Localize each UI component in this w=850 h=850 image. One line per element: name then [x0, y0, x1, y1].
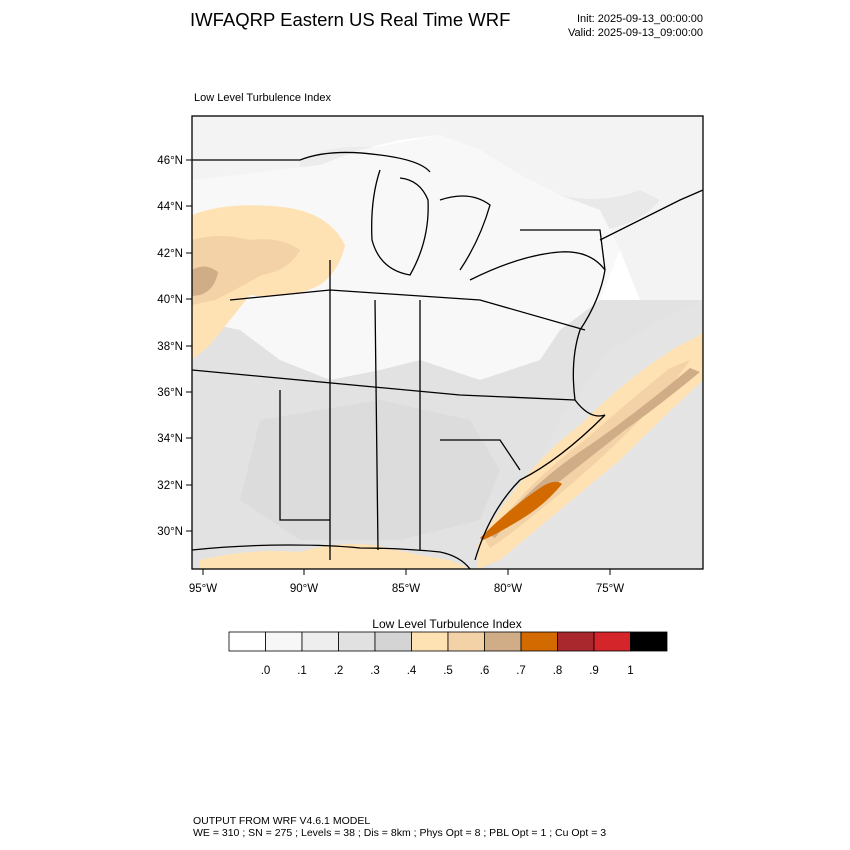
field-midwest-high [192, 266, 218, 296]
colorbar-label: .8 [553, 665, 563, 677]
field-midwest-mid [192, 236, 300, 305]
lake-michigan-coast [371, 169, 429, 276]
colorbar-label: .2 [334, 665, 344, 677]
state-line-36 [192, 369, 576, 401]
footer: OUTPUT FROM WRF V4.6.1 MODEL WE = 310 ; … [193, 815, 606, 839]
lon-label: 80°W [494, 583, 522, 595]
ny-border [520, 229, 606, 271]
field-interior [192, 135, 620, 380]
lat-label: 46°N [157, 155, 183, 167]
colorbar-label: .9 [589, 665, 599, 677]
lat-label: 34°N [157, 433, 183, 445]
colorbar-box [520, 631, 558, 652]
state-line-39 [229, 289, 586, 331]
state-line-south [440, 439, 521, 471]
boundaries [192, 151, 703, 569]
time-info: Init: 2025-09-13_00:00:00 Valid: 2025-09… [520, 12, 703, 40]
colorbar-label: .1 [297, 665, 307, 677]
lon-label: 85°W [392, 583, 420, 595]
lat-label: 36°N [157, 387, 183, 399]
colorbar-box [593, 631, 631, 652]
colorbar-label: .3 [370, 665, 380, 677]
colorbar [228, 631, 668, 652]
colorbar-box [265, 631, 303, 652]
lon-label: 90°W [290, 583, 318, 595]
colorbar-box [630, 631, 668, 652]
lat-axis: 46°N 44°N 42°N 40°N 38°N 36°N 34°N 32°N … [157, 155, 192, 538]
michigan-coast [439, 195, 491, 271]
colorbar-labels: .0 .1 .2 .3 .4 .5 .6 .7 .8 .9 1 [261, 665, 634, 677]
colorbar-label: .4 [407, 665, 417, 677]
map-field [192, 116, 703, 569]
field-gulf [200, 544, 470, 569]
atlantic-coast [474, 269, 606, 561]
lon-axis: 95°W 90°W 85°W 80°W 75°W [189, 569, 624, 595]
lat-label: 30°N [157, 526, 183, 538]
colorbar-title: Low Level Turbulence Index [372, 617, 521, 631]
colorbar-label: 1 [627, 665, 633, 677]
colorbar-box [557, 631, 595, 652]
colorbar-label: .7 [516, 665, 526, 677]
colorbar-box [338, 631, 376, 652]
plot-title: Low Level Turbulence Index [194, 92, 331, 104]
field-plume-high [490, 368, 700, 538]
lat-label: 42°N [157, 248, 183, 260]
lat-label: 40°N [157, 294, 183, 306]
colorbar-box [301, 631, 339, 652]
state-line-west [279, 390, 330, 521]
footer-line1: OUTPUT FROM WRF V4.6.1 MODEL [193, 815, 371, 827]
new-england-coast [599, 189, 703, 241]
field-southeast [240, 400, 500, 540]
lat-label: 38°N [157, 341, 183, 353]
border-north [192, 151, 431, 173]
state-line-88 [374, 299, 379, 551]
map-frame [191, 115, 704, 570]
footer-line2: WE = 310 ; SN = 275 ; Levels = 38 ; Dis … [193, 827, 607, 839]
colorbar-box [374, 631, 412, 652]
colorbar-box [411, 631, 449, 652]
valid-time: Valid: 2025-09-13_09:00:00 [568, 27, 703, 39]
lon-label: 75°W [596, 583, 624, 595]
main-title: IWFAQRP Eastern US Real Time WRF [190, 9, 511, 30]
colorbar-box [484, 631, 522, 652]
colorbar-box [228, 631, 266, 652]
lake-erie-coast [469, 251, 606, 281]
lat-label: 44°N [157, 201, 183, 213]
init-time: Init: 2025-09-13_00:00:00 [577, 13, 703, 25]
colorbar-box [447, 631, 485, 652]
colorbar-label: .0 [261, 665, 271, 677]
colorbar-label: .5 [443, 665, 453, 677]
gulf-coast [192, 544, 471, 569]
lat-label: 32°N [157, 480, 183, 492]
field-plume-max [480, 481, 562, 540]
lon-label: 95°W [189, 583, 217, 595]
colorbar-label: .6 [480, 665, 490, 677]
